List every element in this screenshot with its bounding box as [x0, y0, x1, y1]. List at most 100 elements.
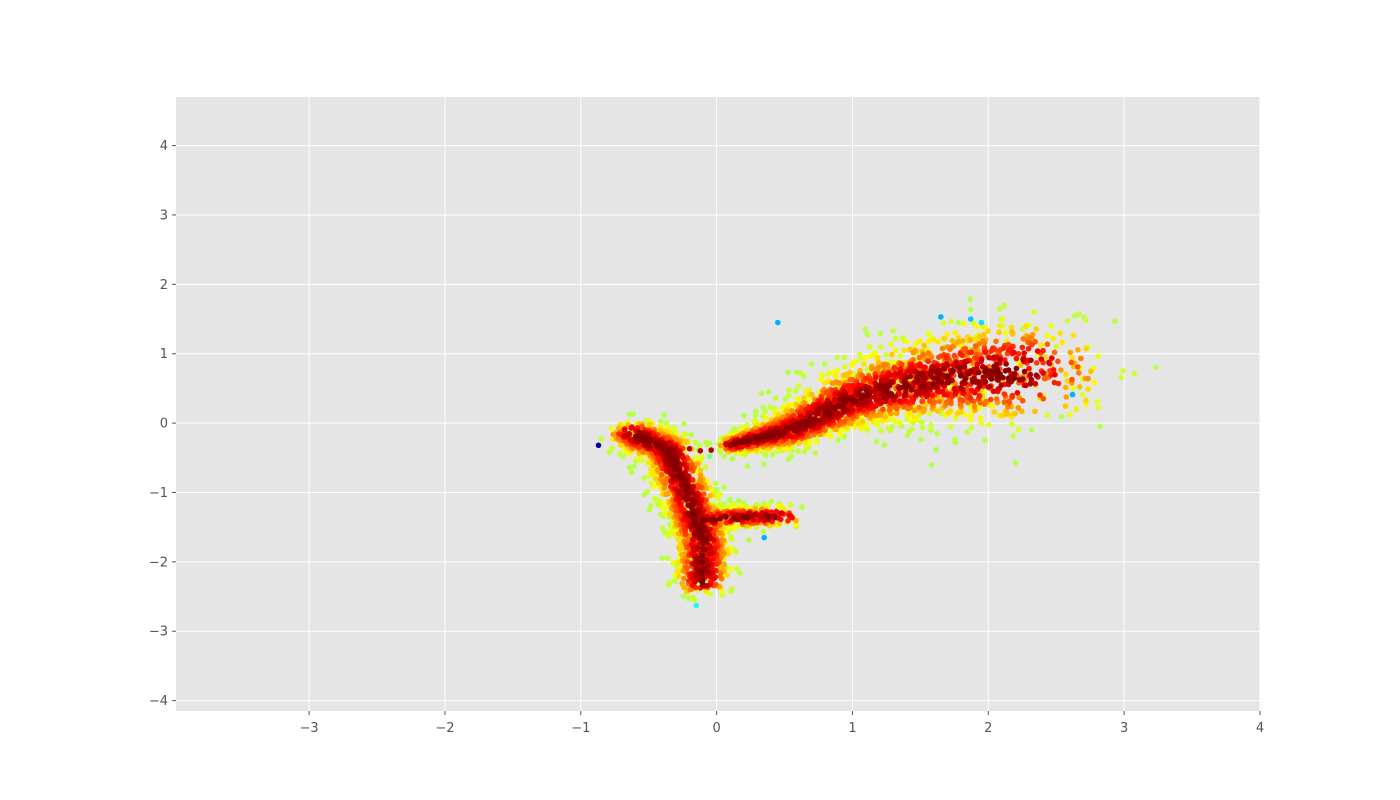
data-point: [1032, 380, 1039, 387]
data-point: [899, 335, 906, 341]
data-point: [819, 406, 825, 412]
data-point: [1011, 370, 1018, 377]
y-tick-label: 3: [160, 208, 168, 223]
data-point: [1058, 414, 1065, 420]
data-point: [732, 503, 738, 510]
data-point: [796, 440, 803, 446]
data-point: [863, 387, 869, 393]
data-point: [1079, 391, 1086, 398]
data-point: [1015, 426, 1022, 433]
data-point: [1097, 423, 1103, 430]
data-point: [688, 431, 694, 438]
data-point: [1075, 347, 1081, 353]
data-point: [998, 382, 1005, 388]
data-point: [852, 358, 859, 365]
data-point: [1044, 412, 1050, 419]
data-point: [786, 512, 792, 519]
data-point: [731, 514, 737, 521]
data-point: [990, 388, 997, 395]
data-point: [834, 410, 840, 416]
data-point: [688, 462, 695, 468]
data-point: [950, 367, 956, 374]
data-point: [986, 422, 992, 428]
data-point: [863, 355, 869, 361]
data-point: [736, 497, 742, 504]
data-point: [1015, 351, 1022, 357]
data-point: [996, 329, 1002, 336]
data-point: [1062, 403, 1069, 409]
data-point: [883, 352, 889, 358]
data-point: [906, 410, 913, 417]
data-point: [710, 516, 716, 522]
data-point: [896, 398, 903, 404]
data-point: [1048, 323, 1054, 329]
data-point: [815, 410, 821, 417]
data-point: [1020, 356, 1026, 363]
outlier-point: [595, 442, 602, 449]
x-tick-label: 2: [984, 721, 992, 736]
data-point: [1029, 341, 1035, 348]
data-point: [741, 514, 748, 520]
data-point: [1023, 382, 1029, 389]
data-point: [719, 537, 725, 543]
data-point: [721, 484, 727, 490]
data-point: [858, 395, 865, 402]
data-point: [926, 410, 933, 417]
data-point: [874, 365, 881, 371]
data-point: [875, 396, 882, 403]
data-point: [825, 403, 831, 410]
data-point: [1015, 405, 1021, 411]
data-point: [765, 389, 772, 395]
data-point: [1050, 367, 1057, 373]
data-point: [896, 419, 903, 426]
data-point: [628, 469, 635, 476]
data-point: [1044, 341, 1051, 348]
data-point: [1131, 370, 1138, 377]
data-point: [928, 427, 934, 434]
data-point: [999, 316, 1006, 322]
data-point: [916, 388, 923, 395]
data-point: [902, 391, 908, 398]
data-point: [1055, 358, 1061, 365]
data-point: [696, 442, 703, 449]
data-point: [625, 432, 632, 438]
y-tick-label: 4: [160, 139, 168, 154]
data-point: [865, 392, 871, 399]
data-point: [993, 396, 1000, 402]
data-point: [823, 409, 830, 415]
data-point: [936, 370, 943, 376]
data-point: [925, 330, 932, 337]
data-point: [832, 373, 839, 379]
data-point: [786, 402, 792, 408]
data-point: [668, 454, 675, 460]
data-point: [770, 451, 776, 458]
data-point: [1038, 342, 1045, 348]
data-point: [890, 416, 897, 423]
data-point: [967, 395, 974, 401]
data-point: [802, 439, 808, 445]
data-point: [610, 431, 617, 438]
data-point: [880, 406, 886, 413]
data-point: [728, 588, 734, 595]
data-point: [653, 442, 660, 448]
data-point: [875, 422, 881, 428]
data-point: [1028, 376, 1035, 383]
data-point: [1153, 364, 1159, 371]
data-point: [947, 346, 953, 353]
data-point: [932, 364, 938, 370]
data-point: [1078, 355, 1084, 362]
data-point: [1064, 317, 1071, 324]
data-point: [967, 337, 974, 343]
data-point: [904, 432, 911, 439]
data-point: [1120, 368, 1126, 374]
data-point: [1040, 347, 1046, 354]
data-point: [1075, 364, 1081, 370]
data-point: [976, 333, 983, 340]
data-point: [666, 461, 672, 468]
data-point: [799, 504, 805, 510]
data-point: [1095, 353, 1101, 360]
data-point: [841, 364, 848, 370]
data-point: [925, 350, 932, 356]
data-point: [919, 419, 925, 426]
data-point: [893, 335, 899, 342]
